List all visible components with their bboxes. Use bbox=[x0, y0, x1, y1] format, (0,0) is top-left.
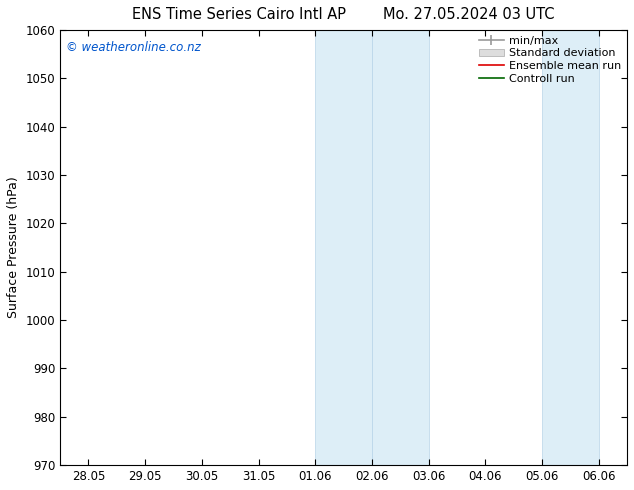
Bar bbox=[372, 30, 429, 465]
Y-axis label: Surface Pressure (hPa): Surface Pressure (hPa) bbox=[7, 177, 20, 318]
Bar bbox=[315, 30, 372, 465]
Title: ENS Time Series Cairo Intl AP        Mo. 27.05.2024 03 UTC: ENS Time Series Cairo Intl AP Mo. 27.05.… bbox=[133, 7, 555, 22]
Bar bbox=[542, 30, 598, 465]
Legend: min/max, Standard deviation, Ensemble mean run, Controll run: min/max, Standard deviation, Ensemble me… bbox=[476, 32, 625, 87]
Text: © weatheronline.co.nz: © weatheronline.co.nz bbox=[66, 41, 200, 54]
